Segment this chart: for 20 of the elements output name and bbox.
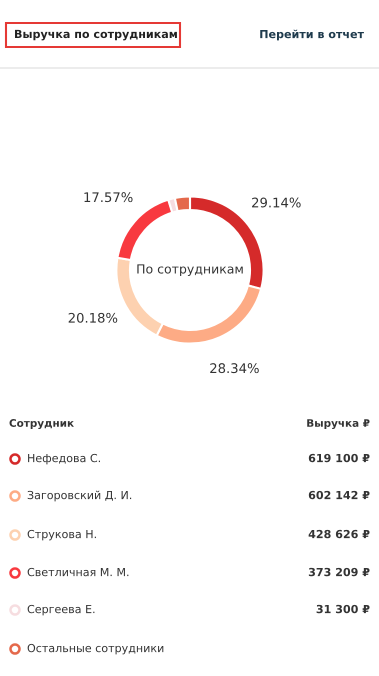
legend-label: Остальные сотрудники: [28, 644, 164, 654]
text: 428 626 ₽: [308, 530, 370, 538]
legend-label: Светличная М. М.: [28, 568, 128, 576]
legend-label: Загоровский Д. И.: [28, 490, 132, 502]
data-label: 17.57%: [84, 192, 133, 202]
data-label: 29.14%: [252, 198, 301, 208]
text: Перейти в отчет: [260, 30, 364, 40]
data-label: 20.18%: [68, 312, 118, 323]
text: 619 100 ₽: [308, 454, 370, 462]
text: 602 142 ₽: [308, 490, 370, 500]
text: 373 209 ₽: [308, 568, 370, 576]
text: Выручка ₽: [307, 419, 370, 430]
text: 31 300 ₽: [316, 604, 370, 614]
data-label: 28.34%: [210, 363, 259, 374]
legend-label: Струкова Н.: [28, 530, 96, 540]
text: Сотрудник: [10, 419, 74, 430]
text: По сотрудникам: [137, 264, 243, 276]
legend-label: Нефедова С.: [28, 454, 100, 464]
chart-title: Выручка по сотрудникам: [15, 30, 177, 40]
legend-label: Сергеева Е.: [28, 604, 94, 616]
